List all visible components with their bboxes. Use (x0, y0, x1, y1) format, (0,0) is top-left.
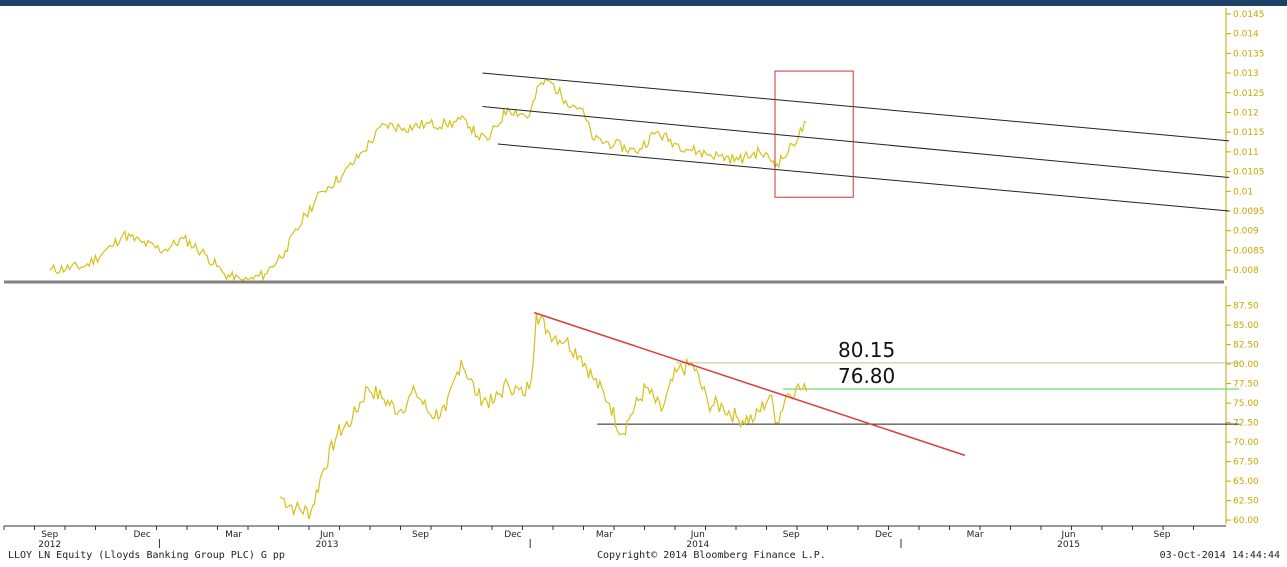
top-bar (0, 0, 1287, 6)
upper-y-tick-label: 0.0095 (1233, 207, 1265, 217)
lower-y-tick-label: 62.50 (1233, 497, 1259, 507)
highlight-box (774, 70, 854, 198)
x-tick-label: Mar (967, 530, 984, 540)
lower-y-tick-label: 80.00 (1233, 360, 1259, 370)
upper-y-tick-label: 0.012 (1233, 108, 1259, 118)
copyright-notice: Copyright© 2014 Bloomberg Finance L.P. (597, 550, 826, 561)
x-tick-label: Sep (41, 530, 58, 540)
upper-chart-panel: 0.0145 0.014 0.0135 0.013 0.0125 0.012 0.0115 0… (49, 8, 1265, 283)
timestamp: 03-Oct-2014 14:44:44 (1159, 550, 1280, 561)
upper-y-tick-label: 0.011 (1233, 148, 1259, 158)
level-label-76.80: 76.80 (838, 364, 895, 388)
upper-y-tick-label: 0.014 (1233, 30, 1259, 40)
channel-line-1 (482, 72, 1230, 142)
x-tick-label: Sep (783, 530, 800, 540)
upper-y-tick-label: 0.0125 (1233, 89, 1265, 99)
upper-y-tick-label: 0.0115 (1233, 128, 1265, 138)
upper-price-line (49, 78, 807, 283)
year-label: 2015 (1057, 540, 1080, 550)
lower-y-tick-label: 67.50 (1233, 458, 1259, 468)
lower-y-tick-label: 72.50 (1233, 419, 1259, 429)
channel-line-3 (497, 143, 1230, 212)
x-tick-label: Dec (875, 530, 892, 540)
lower-y-tick-label: 65.00 (1233, 477, 1259, 487)
upper-y-tick-label: 0.013 (1233, 69, 1259, 79)
lower-y-tick-label: 75.00 (1233, 399, 1259, 409)
upper-y-tick-label: 0.0145 (1233, 10, 1265, 20)
year-label: 2012 (38, 540, 61, 550)
upper-y-tick-label: 0.0105 (1233, 168, 1265, 178)
lower-y-tick-label: 87.50 (1233, 302, 1259, 312)
upper-y-tick-label: 0.01 (1233, 187, 1253, 197)
security-description: LLOY LN Equity (Lloyds Banking Group PLC… (8, 550, 285, 561)
x-tick-label: Mar (596, 530, 613, 540)
lower-y-tick-label: 77.50 (1233, 380, 1259, 390)
bloomberg-price-chart: 0.0145 0.014 0.0135 0.013 0.0125 0.012 0.0115 0… (3, 8, 1265, 550)
upper-y-tick-label: 0.0135 (1233, 49, 1265, 59)
lower-y-tick-label: 60.00 (1233, 516, 1259, 526)
x-tick-label: Jun (690, 530, 705, 540)
year-label: 2014 (686, 540, 709, 550)
year-label: 2013 (316, 540, 339, 550)
x-tick-label: Mar (225, 530, 242, 540)
upper-y-tick-label: 0.0085 (1233, 246, 1265, 256)
x-axis: Sep Dec Mar Jun Sep Dec Mar Jun Sep Dec Mar Jun Sep2… (3, 525, 1226, 550)
upper-y-tick-label: 0.009 (1233, 227, 1259, 237)
x-tick-label: Dec (133, 530, 150, 540)
x-tick-label: Jun (319, 530, 334, 540)
lower-chart-panel: 87.50 85.00 82.50 80.00 77.50 75.00 72.50 70.00… (279, 286, 1259, 526)
channel-line-2 (482, 106, 1230, 179)
upper-y-tick-label: 0.008 (1233, 266, 1259, 276)
downtrend-line (534, 311, 966, 457)
x-tick-label: Sep (1154, 530, 1171, 540)
x-tick-label: Sep (412, 530, 429, 540)
x-tick-label: Jun (1061, 530, 1076, 540)
lower-y-tick-label: 70.00 (1233, 438, 1259, 448)
lower-y-tick-label: 82.50 (1233, 341, 1259, 351)
lower-price-line (279, 313, 808, 520)
lower-y-tick-label: 85.00 (1233, 321, 1259, 331)
x-tick-label: Dec (504, 530, 521, 540)
level-label-80.15: 80.15 (838, 338, 895, 362)
